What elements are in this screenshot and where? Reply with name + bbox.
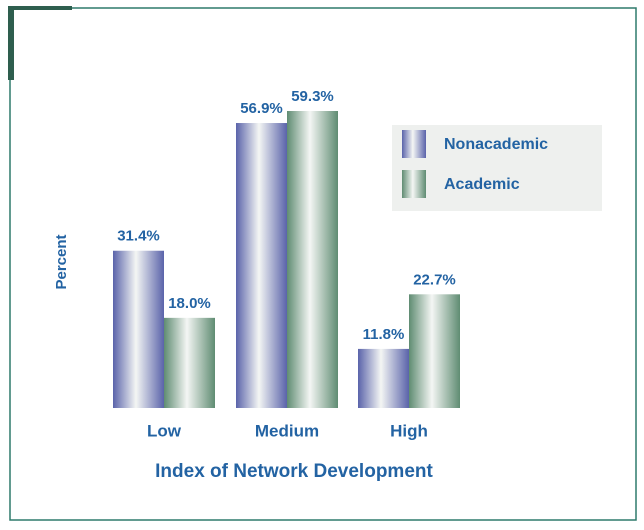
frame — [9, 7, 637, 521]
legend-swatch — [402, 170, 426, 198]
x-tick-label: Medium — [255, 421, 319, 440]
data-label: 56.9% — [240, 100, 283, 117]
bar — [236, 123, 287, 408]
data-label: 11.8% — [363, 326, 405, 343]
bar — [287, 111, 338, 408]
data-label: 59.3% — [291, 88, 334, 105]
data-label: 22.7% — [413, 271, 456, 288]
y-axis-label: Percent — [53, 234, 70, 289]
bar — [358, 348, 409, 408]
bar — [113, 250, 164, 408]
x-tick-label: High — [390, 421, 428, 440]
legend-swatch — [402, 130, 426, 158]
x-axis-label: Index of Network Development — [155, 461, 433, 482]
x-tick-label: Low — [147, 421, 182, 440]
corner-edge — [8, 10, 14, 80]
legend-label: Nonacademic — [444, 136, 548, 153]
legend-label: Academic — [444, 176, 520, 193]
corner-cut — [14, 10, 72, 80]
data-label: 18.0% — [168, 295, 211, 312]
legend-box — [392, 125, 602, 211]
data-label: 31.4% — [117, 228, 160, 245]
bar — [164, 317, 215, 408]
bar — [409, 294, 460, 408]
